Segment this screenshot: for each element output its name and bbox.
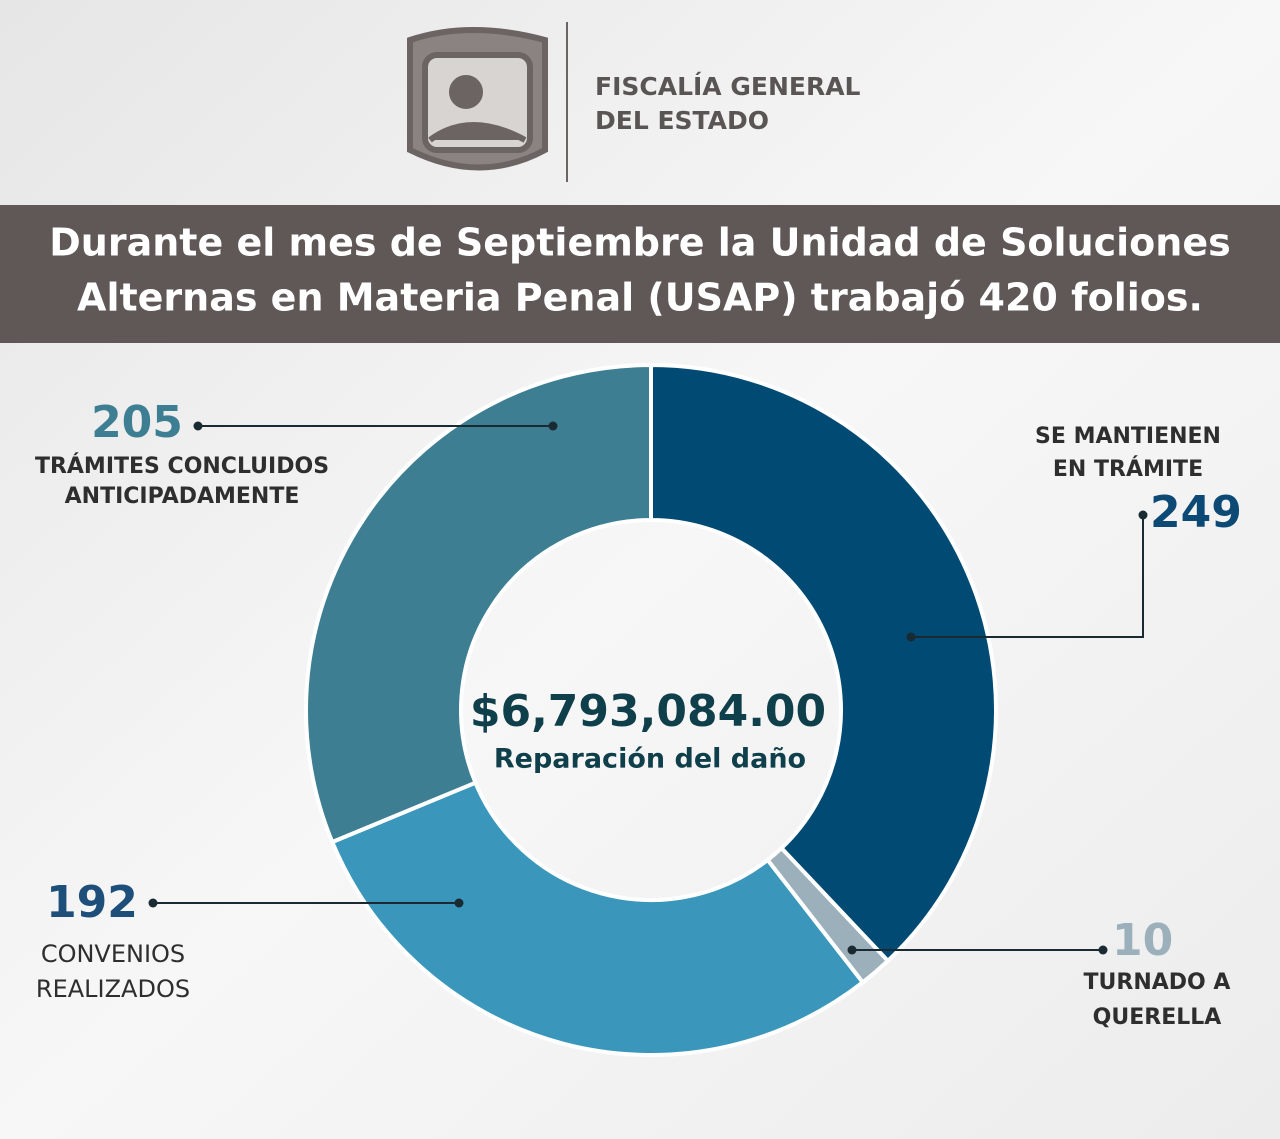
leader-dot [847, 945, 857, 955]
leader-dot [148, 898, 158, 908]
chart-title: Alternas en Materia Penal (USAP) trabajó… [77, 276, 1203, 320]
category-label: ANTICIPADAMENTE [65, 484, 300, 509]
org-name: DEL ESTADO [595, 106, 769, 135]
donut-slice [304, 362, 653, 845]
category-label: TRÁMITES CONCLUIDOS [35, 453, 329, 479]
leader-dot [454, 898, 464, 908]
category-label: SE MANTIENEN [1035, 424, 1221, 449]
org-name: FISCALÍA GENERAL [595, 72, 861, 101]
center-value: $6,793,084.00 [470, 686, 826, 737]
value-label: 249 [1150, 487, 1242, 538]
title-banner [0, 205, 1280, 343]
donut-slice [649, 362, 998, 964]
logo [407, 27, 548, 171]
leader-dot [906, 632, 916, 642]
category-label: TURNADO A [1084, 970, 1231, 995]
category-label: CONVENIOS [41, 940, 185, 968]
value-label: 10 [1112, 915, 1173, 966]
leader-dot [1098, 945, 1108, 955]
leader-dot [1138, 510, 1148, 520]
value-label: 192 [46, 877, 138, 928]
leader-line [911, 515, 1144, 638]
donut-slice [329, 780, 866, 1057]
value-label: 205 [91, 397, 183, 448]
leader-dot [548, 421, 558, 431]
center-label: Reparación del daño [494, 744, 806, 775]
category-label: REALIZADOS [36, 975, 190, 1003]
category-label: EN TRÁMITE [1053, 456, 1203, 482]
category-label: QUERELLA [1093, 1005, 1222, 1030]
chart-title: Durante el mes de Septiembre la Unidad d… [49, 221, 1230, 265]
leader-dot [193, 421, 203, 431]
